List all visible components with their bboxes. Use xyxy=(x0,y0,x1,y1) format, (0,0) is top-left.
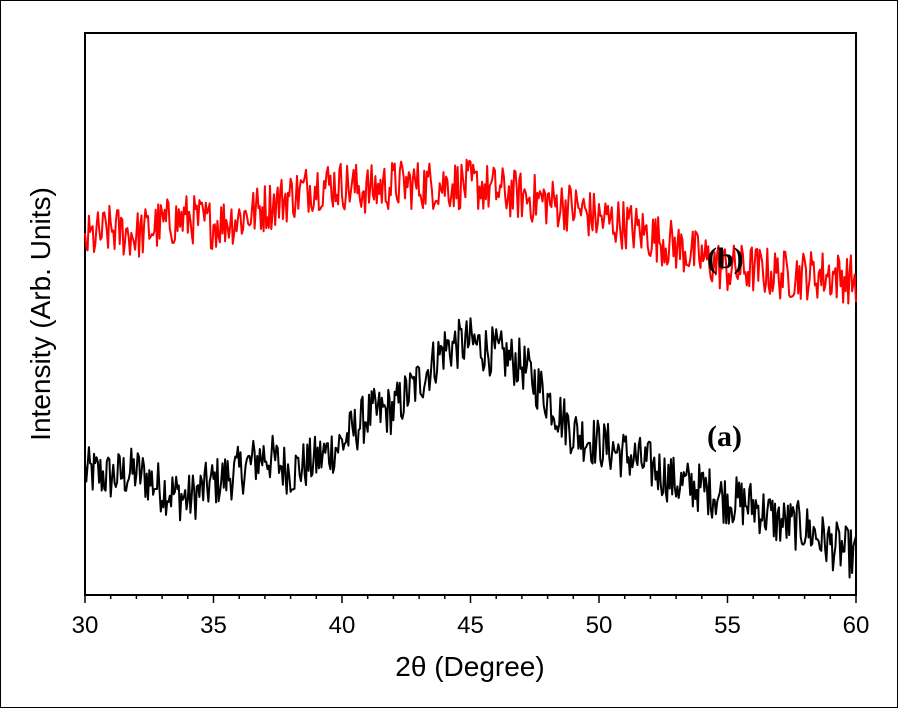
x-axis-tick-labels: 30 35 40 45 50 55 60 xyxy=(72,612,870,639)
series-lines xyxy=(84,158,857,579)
series-line-b xyxy=(84,158,857,305)
x-tick-label: 50 xyxy=(586,612,613,639)
series-label-a: (a) xyxy=(707,420,742,453)
x-axis-ticks xyxy=(84,595,857,603)
x-tick-label: 40 xyxy=(329,612,356,639)
plot-area-border xyxy=(84,32,857,596)
x-tick-label: 45 xyxy=(457,612,484,639)
y-axis-title: Intensity (Arb. Units) xyxy=(25,187,56,441)
x-tick-label: 35 xyxy=(200,612,227,639)
x-tick-label: 55 xyxy=(714,612,741,639)
series-label-b: (b) xyxy=(707,242,744,275)
x-axis-title: 2θ (Degree) xyxy=(395,651,544,682)
series-line-a xyxy=(84,317,857,579)
x-tick-label: 30 xyxy=(72,612,99,639)
x-tick-label: 60 xyxy=(843,612,870,639)
